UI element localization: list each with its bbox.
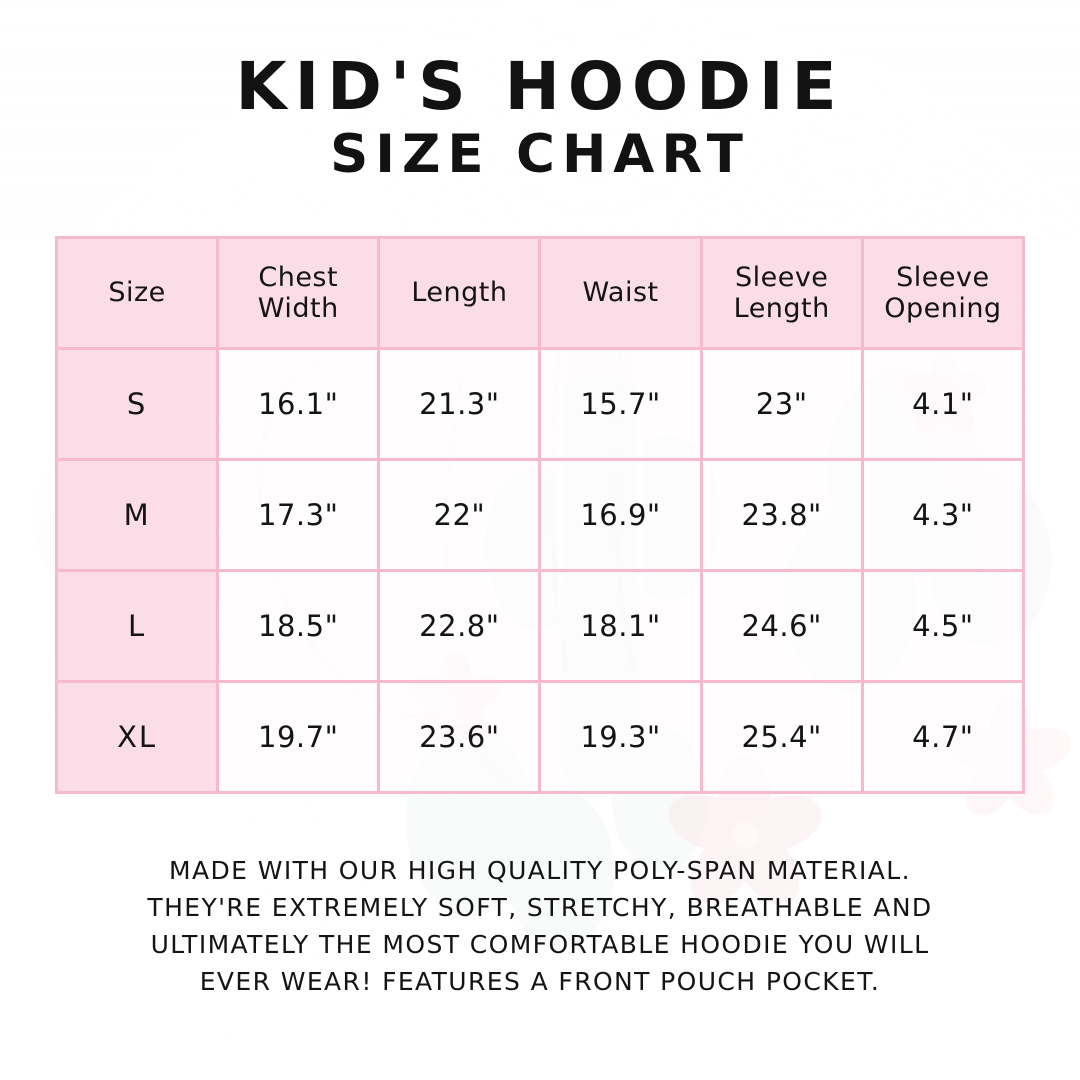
table-body: S 16.1" 21.3" 15.7" 23" 4.1" M 17.3" 22"… <box>54 347 1026 794</box>
cell-sleeve-length: 23" <box>699 347 864 461</box>
description-line: EVER WEAR! FEATURES A FRONT POUCH POCKET… <box>199 967 881 996</box>
cell-sleeve-length: 24.6" <box>699 569 864 683</box>
cell-chest-width: 18.5" <box>216 569 381 683</box>
column-header-size-line1: Size <box>108 277 166 309</box>
column-header-sleeve-opening-line2: Opening <box>884 293 1002 324</box>
table-row: XL 19.7" 23.6" 19.3" 25.4" 4.7" <box>54 680 1026 794</box>
product-description: MADE WITH OUR HIGH QUALITY POLY-SPAN MAT… <box>0 852 1080 1000</box>
cell-length: 21.3" <box>377 347 542 461</box>
cell-waist: 18.1" <box>538 569 703 683</box>
cell-chest-width: 19.7" <box>216 680 381 794</box>
column-header-waist-line1: Waist <box>582 277 659 309</box>
description-line: ULTIMATELY THE MOST COMFORTABLE HOODIE Y… <box>150 930 930 959</box>
cell-length: 22.8" <box>377 569 542 683</box>
column-header-sleeve-length-line1: Sleeve <box>734 261 829 293</box>
cell-size: L <box>54 569 220 683</box>
column-header-chest-width-line2: Width <box>257 293 339 324</box>
column-header-sleeve-length: Sleeve Length <box>699 236 864 350</box>
table-row: M 17.3" 22" 16.9" 23.8" 4.3" <box>54 458 1026 572</box>
column-header-waist: Waist <box>538 236 703 350</box>
cell-sleeve-opening: 4.5" <box>860 569 1026 683</box>
column-header-length-line1: Length <box>411 277 508 309</box>
cell-waist: 19.3" <box>538 680 703 794</box>
table-header-row: Size Chest Width Length Waist Sleeve Len <box>54 236 1026 350</box>
cell-sleeve-opening: 4.7" <box>860 680 1026 794</box>
table-row: L 18.5" 22.8" 18.1" 24.6" 4.5" <box>54 569 1026 683</box>
description-line: MADE WITH OUR HIGH QUALITY POLY-SPAN MAT… <box>169 856 911 885</box>
column-header-chest-width: Chest Width <box>216 236 381 350</box>
cell-chest-width: 17.3" <box>216 458 381 572</box>
cell-size: XL <box>54 680 220 794</box>
cell-length: 22" <box>377 458 542 572</box>
column-header-sleeve-opening-line1: Sleeve <box>896 261 990 293</box>
title-line-primary: KID'S HOODIE <box>235 48 845 125</box>
cell-length: 23.6" <box>377 680 542 794</box>
description-line: THEY'RE EXTREMELY SOFT, STRETCHY, BREATH… <box>147 893 933 922</box>
size-chart-table-container: Size Chest Width Length Waist Sleeve Len <box>54 236 1026 794</box>
column-header-sleeve-length-line2: Length <box>733 293 830 324</box>
cell-sleeve-opening: 4.1" <box>860 347 1026 461</box>
column-header-length: Length <box>377 236 542 350</box>
column-header-chest-width-line1: Chest <box>258 261 339 293</box>
cell-waist: 16.9" <box>538 458 703 572</box>
cell-chest-width: 16.1" <box>216 347 381 461</box>
cell-waist: 15.7" <box>538 347 703 461</box>
size-chart-table: Size Chest Width Length Waist Sleeve Len <box>54 236 1026 794</box>
title-line-secondary: SIZE CHART <box>330 124 750 186</box>
table-header: Size Chest Width Length Waist Sleeve Len <box>54 236 1026 350</box>
cell-sleeve-opening: 4.3" <box>860 458 1026 572</box>
table-row: S 16.1" 21.3" 15.7" 23" 4.1" <box>54 347 1026 461</box>
column-header-size: Size <box>54 236 220 350</box>
column-header-sleeve-opening: Sleeve Opening <box>860 236 1026 350</box>
page-title: KID'S HOODIE SIZE CHART <box>0 52 1080 186</box>
cell-sleeve-length: 23.8" <box>699 458 864 572</box>
cell-sleeve-length: 25.4" <box>699 680 864 794</box>
cell-size: S <box>54 347 220 461</box>
cell-size: M <box>54 458 220 572</box>
